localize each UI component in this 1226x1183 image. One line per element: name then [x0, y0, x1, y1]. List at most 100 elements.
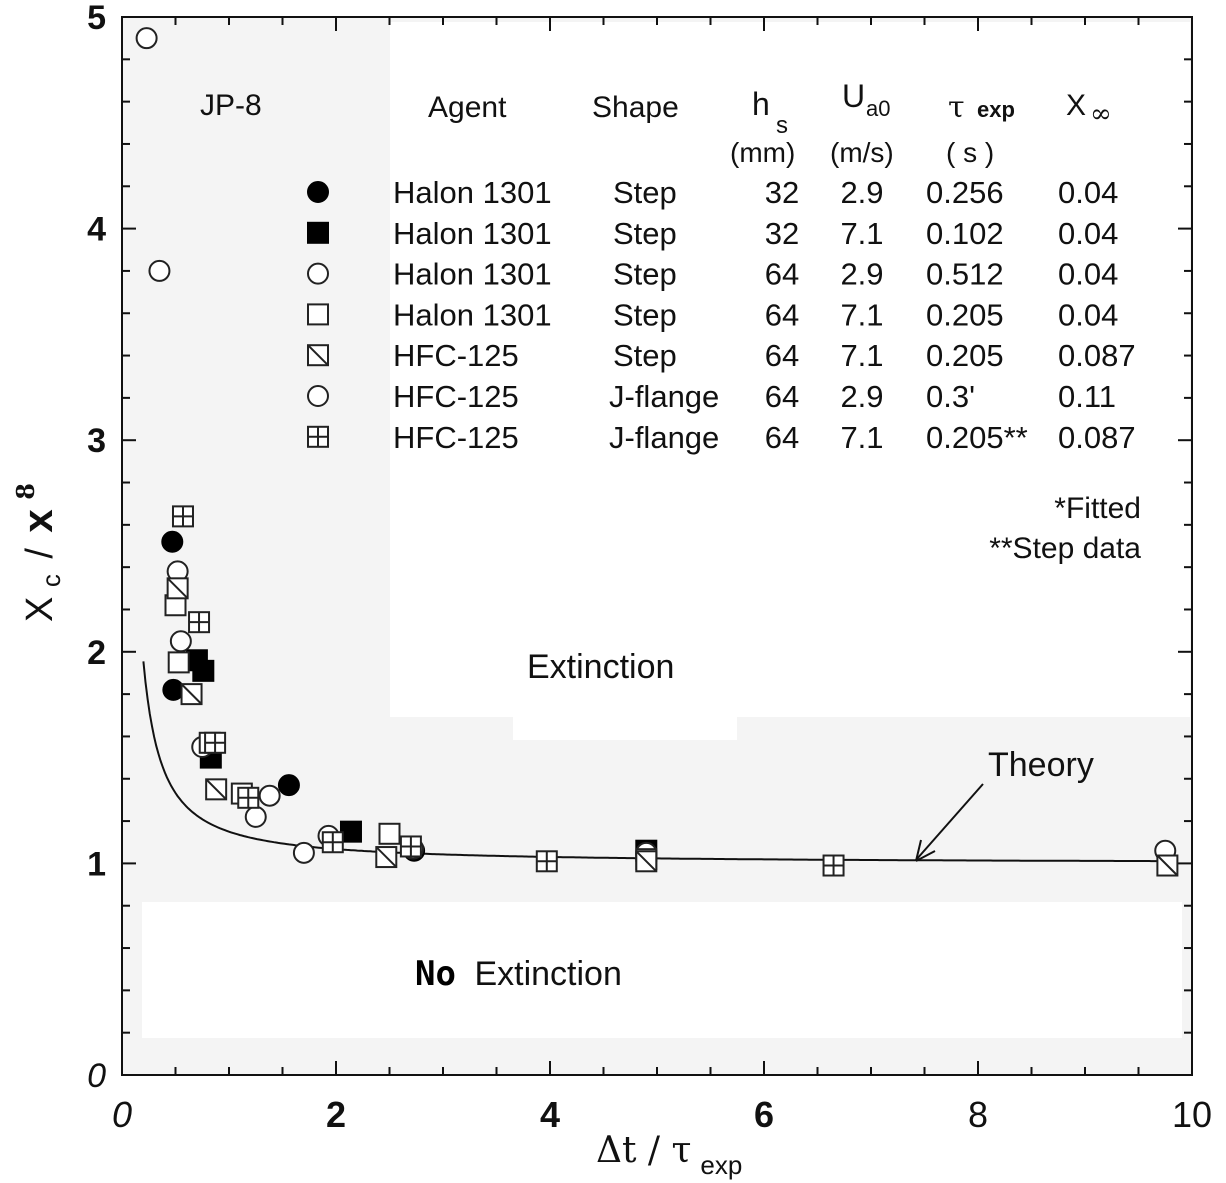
cross-square-marker: [307, 425, 329, 448]
legend-cell-xinf: 0.04: [1058, 216, 1118, 251]
no-extinction-label: No Extinction: [415, 954, 622, 994]
filled-square-marker: [192, 659, 215, 682]
open-circle-marker: [148, 259, 171, 282]
no-extinction-label-part1: No: [415, 954, 456, 994]
legend-header-xinf: X: [1066, 89, 1086, 122]
axis-ticks: [121, 16, 1193, 1076]
legend-row: HFC-125 Step 64 7.1 0.205 0.087: [307, 338, 1136, 373]
legend-cell-shape: Step: [613, 175, 677, 210]
legend-cell-tau: 0.512: [926, 257, 1004, 292]
legend-cell-hs: 32: [765, 216, 799, 251]
legend-header-agent: Agent: [428, 91, 507, 124]
no-extinction-region: [142, 902, 1182, 1038]
y-axis-label-x: X: [19, 597, 61, 622]
open-circle-marker: [258, 784, 281, 807]
legend-cell-ua0: 2.9: [840, 379, 883, 414]
open-circle-marker: [169, 630, 192, 653]
legend-header-xinf-sub: ∞: [1090, 99, 1112, 129]
legend-cell-ua0: 7.1: [840, 297, 883, 332]
y-axis-label-slash: /: [19, 548, 61, 559]
legend-cell-hs: 32: [765, 175, 799, 210]
legend-cell-hs: 64: [765, 379, 799, 414]
open-square-marker: [167, 651, 190, 674]
cross-square-marker: [204, 731, 227, 754]
legend-cell-ua0: 2.9: [840, 175, 883, 210]
cross-square-marker: [399, 835, 422, 858]
legend-cell-hs: 64: [765, 257, 799, 292]
y-tick-label: 5: [87, 0, 106, 37]
legend-cell-shape: J-flange: [609, 420, 719, 455]
tick-labels: 0 2 4 6 8 10 0 1 2 3 4 5: [87, 0, 1212, 1135]
y-tick-label: 0: [87, 1057, 106, 1095]
legend-cell-xinf: 0.04: [1058, 257, 1118, 292]
y-axis-label-bold: x: [14, 509, 61, 533]
legend-cell-agent: Halon 1301: [393, 257, 552, 292]
x-axis-label-main: Δt / τ: [596, 1130, 691, 1171]
filled-circle-marker: [162, 678, 185, 701]
legend-header-tau-unit: ( s ): [946, 137, 994, 168]
legend-header-tau: τ: [948, 90, 965, 125]
legend-row: Halon 1301 Step 32 2.9 0.256 0.04: [307, 175, 1118, 210]
legend-cell-xinf: 0.087: [1058, 338, 1136, 373]
legend-cell-shape: Step: [613, 257, 677, 292]
legend-header-ua0-unit: (m/s): [830, 137, 894, 168]
x-tick-label: 4: [540, 1094, 560, 1135]
x-tick-label: 0: [112, 1094, 132, 1135]
filled-square-marker: [339, 820, 362, 843]
theory-label: Theory: [988, 746, 1094, 784]
legend-cell-hs: 64: [765, 297, 799, 332]
legend-footnote-step: **Step data: [989, 532, 1141, 565]
legend-cell-agent: HFC-125: [393, 338, 519, 373]
legend-cell-tau: 0.205: [926, 297, 1004, 332]
y-axis-label-sup: 8: [11, 483, 40, 500]
legend-row: HFC-125 J-flange 64 2.9 0.3' 0.11: [307, 379, 1116, 414]
open-circle-marker: [307, 385, 329, 407]
extinction-label-panel: [513, 700, 737, 740]
legend-cell-agent: HFC-125: [393, 379, 519, 414]
x-tick-label: 8: [968, 1094, 988, 1135]
legend-cell-xinf: 0.04: [1058, 175, 1118, 210]
legend-cell-hs: 64: [765, 338, 799, 373]
fuel-label: JP-8: [200, 89, 262, 122]
legend-rows: Halon 1301 Step 32 2.9 0.256 0.04 Halon 1301 St…: [307, 175, 1136, 455]
data-points: [135, 27, 1179, 877]
legend-row: HFC-125 J-flange 64 7.1 0.205** 0.087: [307, 420, 1136, 455]
legend-cell-xinf: 0.04: [1058, 297, 1118, 332]
legend-header-hs-sub: s: [776, 112, 788, 139]
legend-cell-agent: Halon 1301: [393, 216, 552, 251]
y-axis-label: X c / x 8: [11, 483, 69, 622]
legend-header-shape: Shape: [592, 91, 679, 124]
no-extinction-label-part2: Extinction: [474, 955, 621, 993]
slash-square-marker: [635, 850, 658, 873]
legend-cell-tau: 0.205**: [926, 420, 1028, 455]
legend-cell-ua0: 7.1: [840, 216, 883, 251]
filled-circle-marker: [277, 774, 300, 797]
legend-cell-shape: Step: [613, 297, 677, 332]
legend-header-hs-unit: (mm): [730, 137, 795, 168]
legend-cell-ua0: 2.9: [840, 257, 883, 292]
slash-square-marker: [307, 344, 329, 367]
open-circle-marker: [244, 805, 267, 828]
x-axis-label-sub: exp: [700, 1150, 742, 1180]
slash-square-marker: [180, 683, 203, 706]
filled-circle-marker: [161, 530, 184, 553]
legend-cell-ua0: 7.1: [840, 420, 883, 455]
slash-square-marker: [166, 577, 189, 600]
legend-cell-hs: 64: [765, 420, 799, 455]
legend-cell-xinf: 0.087: [1058, 420, 1136, 455]
legend-cell-agent: Halon 1301: [393, 297, 552, 332]
open-circle-marker: [135, 27, 158, 50]
y-axis-label-text: X c / x 8: [11, 483, 69, 622]
legend-row: Halon 1301 Step 64 2.9 0.512 0.04: [307, 257, 1118, 292]
legend-cell-tau: 0.3': [926, 379, 975, 414]
cross-square-marker: [188, 611, 211, 634]
slash-square-marker: [1156, 854, 1179, 877]
legend-header-ua0-sub: a0: [866, 96, 890, 121]
theory-arrow-head: [915, 839, 936, 862]
y-axis-label-sub: c: [36, 574, 66, 587]
y-tick-label: 3: [87, 422, 106, 460]
cross-square-marker: [535, 850, 558, 873]
legend-cell-shape: Step: [613, 216, 677, 251]
cross-square-marker: [321, 831, 344, 854]
